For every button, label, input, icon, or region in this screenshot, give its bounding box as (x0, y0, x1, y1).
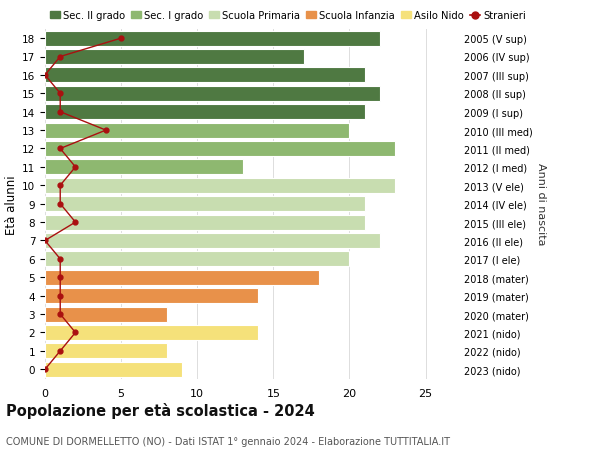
Bar (45, 270, 319, 285)
Bar (45, 68, 365, 83)
Bar (45, 362, 182, 377)
Y-axis label: Anni di nascita: Anni di nascita (536, 163, 546, 246)
Bar (45, 234, 380, 248)
Bar (45, 179, 395, 193)
Bar (45, 289, 258, 303)
Bar (45, 32, 380, 46)
Bar (45, 197, 365, 212)
Bar (45, 50, 304, 65)
Text: COMUNE DI DORMELLETTO (NO) - Dati ISTAT 1° gennaio 2024 - Elaborazione TUTTITALI: COMUNE DI DORMELLETTO (NO) - Dati ISTAT … (6, 437, 450, 446)
Y-axis label: Età alunni: Età alunni (5, 174, 18, 234)
Bar (45, 87, 380, 101)
Bar (45, 105, 365, 120)
Bar (45, 142, 395, 157)
Bar (45, 215, 365, 230)
Bar (45, 325, 258, 340)
Bar (45, 344, 167, 358)
Legend: Sec. II grado, Sec. I grado, Scuola Primaria, Scuola Infanzia, Asilo Nido, Stran: Sec. II grado, Sec. I grado, Scuola Prim… (50, 11, 526, 22)
Bar (45, 252, 349, 267)
Bar (45, 307, 167, 322)
Bar (45, 160, 243, 175)
Text: Popolazione per età scolastica - 2024: Popolazione per età scolastica - 2024 (6, 403, 315, 419)
Bar (45, 123, 349, 138)
